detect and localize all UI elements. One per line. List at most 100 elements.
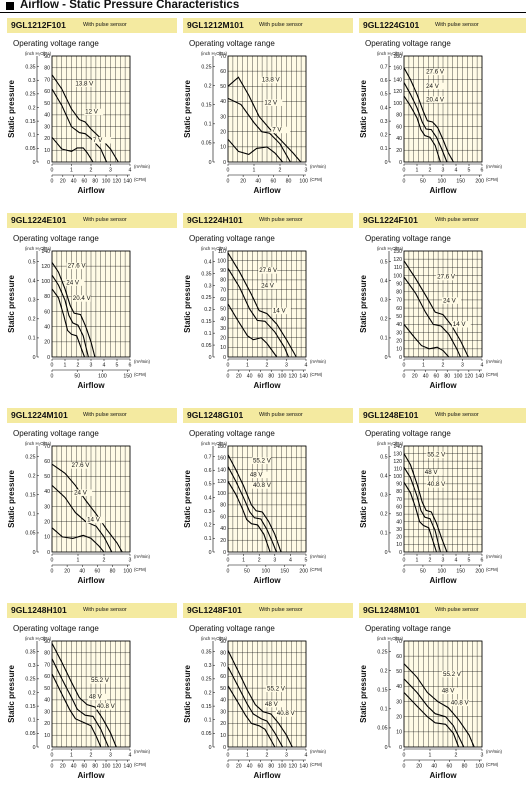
inch-tick-label: 0 [33, 160, 36, 166]
cfm-unit-label: (CFM) [310, 372, 323, 377]
inch-tick-label: 0.35 [25, 649, 35, 655]
m3-tick-label: 2 [266, 753, 269, 759]
m3-tick-label: 6 [129, 363, 132, 369]
m3-tick-label: 2 [455, 753, 458, 759]
inch-unit-label: (inch H₂O) [201, 246, 222, 251]
inch-tick-label: 0.5 [380, 454, 387, 460]
series-label: 27.6 V [68, 263, 87, 270]
pa-tick-label: 110 [394, 265, 402, 271]
voltage-range-label: Operating voltage range [189, 624, 275, 633]
inch-tick-label: 0.5 [380, 259, 387, 265]
static-pressure-chart: 010203040506070809010011000.050.10.150.2… [183, 246, 327, 390]
cfm-tick-label: 80 [92, 179, 98, 185]
m3-tick-label: 4 [481, 363, 484, 369]
cfm-tick-label: 100 [278, 374, 287, 380]
m3-tick-label: 2 [90, 753, 93, 759]
cfm-tick-label: 100 [438, 179, 447, 185]
cfm-tick-label: 200 [299, 569, 308, 575]
cfm-tick-label: 200 [475, 179, 484, 185]
series-line [227, 454, 282, 553]
series-label: 48 V [425, 469, 439, 476]
inch-tick-label: 0.05 [377, 726, 387, 732]
cfm-unit-label: (CFM) [134, 567, 147, 572]
model-name: 9GL1224F101 [363, 215, 418, 225]
inch-tick-label: 0.5 [380, 92, 387, 98]
voltage-range-label: Operating voltage range [13, 234, 99, 243]
plot-frame [403, 250, 483, 358]
series-label-bg [425, 68, 445, 76]
inch-tick-label: 0.2 [380, 668, 387, 674]
y-axis-label: Static pressure [359, 470, 368, 528]
plot-frame [51, 640, 131, 748]
cfm-tick-label: 40 [255, 179, 261, 185]
x-axis-label: Airflow [429, 381, 457, 390]
inch-tick-label: 0.3 [204, 663, 211, 669]
pa-unit-label: (Pa) [43, 441, 52, 446]
series-label-bg [436, 273, 456, 281]
inch-tick-label: 0.1 [28, 512, 35, 518]
pa-tick-label: 130 [393, 451, 402, 457]
pa-tick-label: 30 [44, 504, 50, 510]
cfm-tick-label: 100 [278, 764, 287, 770]
series-line [403, 663, 475, 748]
m3-tick-label: 3 [90, 363, 93, 369]
pa-tick-label: 50 [396, 669, 402, 675]
series-label: 14 V [273, 308, 287, 315]
series-label: 13.8 V [262, 77, 281, 84]
m3-tick-label: 2 [90, 168, 93, 174]
cfm-tick-label: 0 [51, 764, 54, 770]
x-axis-label: Airflow [77, 576, 105, 585]
m3-tick-label: 5 [116, 363, 119, 369]
model-name: 9GL1224M101 [11, 410, 68, 420]
y-axis-label: Static pressure [359, 275, 368, 333]
m3-tick-label: 1 [416, 558, 419, 564]
cfm-tick-label: 0 [227, 569, 230, 575]
inch-tick-label: 0.4 [380, 278, 387, 284]
plot-frame [51, 250, 131, 358]
inch-tick-label: 0.2 [28, 105, 35, 111]
plot-frame [227, 640, 307, 748]
inch-tick-label: 0 [33, 355, 36, 361]
pa-tick-label: 30 [220, 326, 226, 332]
pa-tick-label: 90 [220, 639, 226, 645]
static-pressure-chart: 010203040506070809010011012013000.10.20.… [359, 246, 503, 390]
inch-tick-label: 0.1 [204, 331, 211, 337]
m3-unit-label: (m³/min) [486, 554, 503, 559]
series-label-bg [451, 321, 471, 328]
sensor-note: With pulse sensor [83, 412, 127, 418]
inch-tick-label: 0.5 [204, 482, 211, 488]
pa-tick-label: 20 [44, 721, 50, 727]
inch-tick-label: 0.1 [28, 336, 35, 342]
pa-tick-label: 10 [396, 542, 402, 548]
m3-unit-label: (m³/min) [486, 749, 503, 754]
cfm-tick-label: 0 [227, 764, 230, 770]
pa-tick-label: 120 [393, 459, 402, 465]
pa-tick-label: 50 [44, 101, 50, 107]
series-label-bg [449, 699, 469, 707]
m3-unit-label: (m³/min) [134, 749, 151, 754]
chart-panel: 9GL1224G101 With pulse sensor Operating vo… [359, 18, 526, 213]
cfm-tick-label: 100 [102, 764, 111, 770]
m3-tick-label: 1 [70, 753, 73, 759]
pa-tick-label: 160 [393, 66, 402, 72]
series-line [403, 692, 460, 748]
pa-tick-label: 0 [399, 745, 402, 751]
pa-tick-label: 20 [396, 148, 402, 154]
series-line [403, 482, 438, 553]
pa-tick-label: 0 [223, 745, 226, 751]
cfm-tick-label: 140 [475, 374, 484, 380]
m3-tick-label: 0 [403, 558, 406, 564]
inch-tick-label: 0.1 [380, 707, 387, 713]
y-axis-label: Static pressure [359, 665, 368, 723]
pa-unit-label: (Pa) [43, 51, 52, 56]
pa-tick-label: 60 [44, 459, 50, 465]
m3-tick-label: 1 [64, 363, 67, 369]
series-line [227, 466, 277, 553]
series-label: 24 V [66, 279, 80, 286]
pa-tick-label: 20 [44, 520, 50, 526]
series-line [227, 481, 271, 553]
pa-tick-label: 40 [44, 698, 50, 704]
voltage-range-label: Operating voltage range [13, 39, 99, 48]
model-band: 9GL1248E101 With pulse sensor [359, 408, 526, 423]
pa-tick-label: 50 [220, 84, 226, 90]
